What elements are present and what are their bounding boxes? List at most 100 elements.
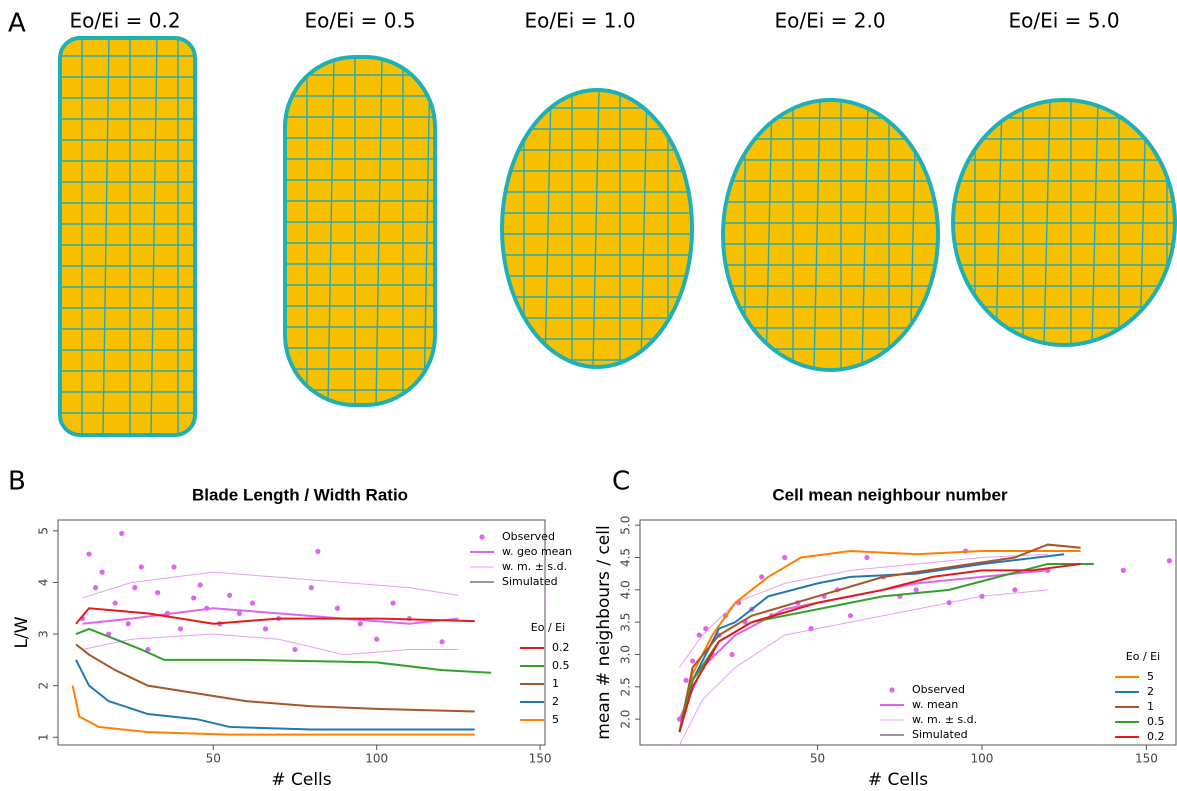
panel-label: B [8,467,26,497]
legend-label: 0.5 [552,659,570,672]
cell-wall [1091,100,1099,345]
simulated-line [75,627,492,674]
y-tick-label: 5 [37,527,51,535]
y-tick-label: 2.0 [619,710,633,729]
observed-point [913,587,919,593]
y-tick-label: 3 [37,630,51,638]
observed-point [334,605,341,611]
cell-body [285,57,435,405]
observed-point [226,592,233,598]
panel-label: A [8,9,26,39]
shape-title: Eo/Ei = 0.2 [69,9,180,33]
cell-wall [861,100,869,370]
shape-title: Eo/Ei = 1.0 [524,9,635,33]
observed-point [191,595,197,601]
observed-point [1166,558,1173,564]
legend-title: Eo / Ei [1126,650,1160,663]
x-axis-label: # Cells [868,770,928,790]
y-tick-label: 2 [37,682,51,690]
observed-point [138,564,144,570]
cell-wall [995,100,1003,345]
plot-area [71,530,545,736]
cell-wall [423,57,431,405]
observed-point [357,621,363,627]
legend-label: 5 [552,713,559,726]
sd-line [82,633,459,656]
observed-point [782,554,788,561]
observed-point [171,564,177,570]
legend-label: w. geo mean [502,545,572,558]
observed-point [197,582,203,588]
observed-point [847,613,854,619]
cell-wall [813,100,821,370]
legend-label: w. m. ± s.d. [502,560,567,573]
legend-label: 0.2 [1147,730,1165,743]
x-tick-label: 150 [529,752,552,766]
cell-outline [951,98,1177,347]
observed-point [439,639,445,645]
y-tick-label: 3.0 [619,645,633,664]
mean-line [82,607,459,625]
legend-label: 5 [1147,670,1154,683]
simulated-line [75,607,475,625]
observed-point [164,610,171,617]
observed-point [177,626,184,632]
observed-point [759,574,765,580]
observed-point [1012,587,1018,593]
cell-outline [721,98,940,372]
simulated-line [75,643,475,713]
chart-title: Blade Length / Width Ratio [192,485,408,504]
legend-label: 1 [552,677,559,690]
observed-point [729,651,735,658]
chart-title: Cell mean neighbour number [772,485,1008,504]
legend-label: 2 [1147,685,1154,698]
legend-label: Observed [502,530,555,543]
cell-body [723,100,938,370]
observed-point [92,585,99,591]
simulated-line [71,685,475,736]
y-tick-label: 2.5 [619,677,633,696]
cell-wall [327,57,335,405]
observed-point [808,626,814,632]
cell-wall [592,90,600,367]
observed-point [374,636,380,642]
cell-wall [102,38,110,435]
observed-point [132,585,138,591]
observed-point [703,626,709,632]
observed-point [86,551,92,557]
legend-marker [889,687,895,693]
sd-line [82,571,459,599]
legend-label: Observed [912,683,965,696]
legend-label: Simulated [502,575,558,588]
observed-point [262,626,269,632]
simulated-line [75,659,475,731]
x-tick-label: 50 [810,752,825,766]
plot-area [676,543,1173,745]
y-tick-label: 4.0 [619,580,633,599]
plot-box [639,519,1177,746]
legend-marker [479,534,485,540]
observed-point [864,554,870,561]
observed-point [1120,567,1126,574]
cell-wall [375,57,383,405]
observed-point [155,590,161,596]
simulated-line [678,562,1081,733]
y-tick-label: 5.0 [619,516,633,535]
x-tick-label: 100 [365,752,388,766]
observed-point [690,658,696,664]
cell-wall [150,38,158,435]
observed-point [390,600,396,606]
cell-wall [544,90,552,367]
legend-label: Simulated [912,728,968,741]
x-tick-label: 100 [971,752,994,766]
cell-outline [500,88,694,369]
legend-label: 1 [1147,700,1154,713]
cell-body [60,38,195,435]
plot-box [57,519,546,746]
observed-point [544,595,545,600]
observed-point [315,548,321,555]
observed-point [676,716,683,722]
y-tick-label: 4 [37,579,51,587]
observed-point [236,610,242,617]
